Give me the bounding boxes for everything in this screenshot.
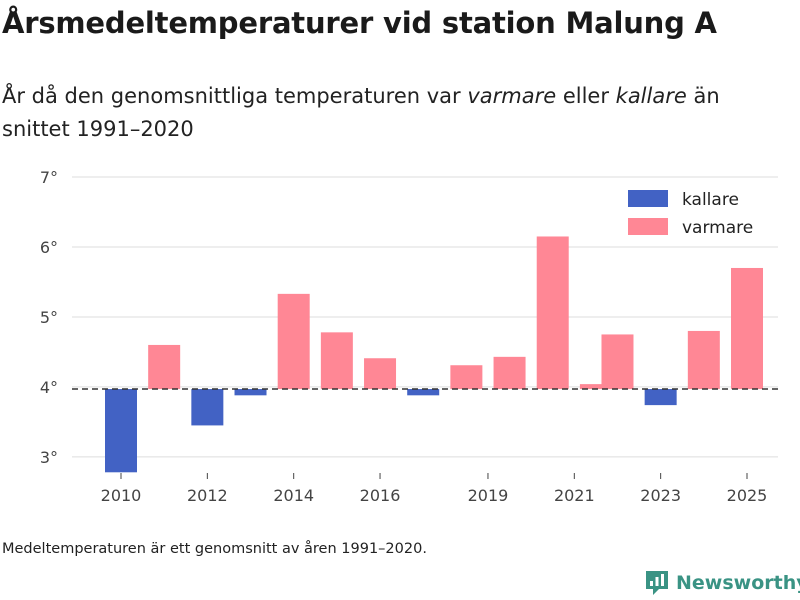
warmer-bar — [493, 356, 526, 390]
legend-swatch-kallare — [628, 190, 668, 207]
warmer-bar — [579, 384, 612, 390]
y-tick-label: 4° — [40, 378, 58, 397]
legend-label-kallare: kallare — [682, 190, 739, 210]
brand-logo: Newsworthy — [644, 569, 800, 597]
brand-name: Newsworthy — [676, 572, 800, 594]
y-tick-label: 5° — [40, 308, 58, 327]
colder-bar — [644, 389, 677, 406]
warmer-bar — [277, 293, 310, 390]
colder-bar — [407, 389, 440, 396]
chart-title: Årsmedeltemperaturer vid station Malung … — [2, 6, 717, 40]
y-tick-label: 3° — [40, 448, 58, 467]
warmer-bar — [536, 236, 569, 390]
colder-bar — [191, 389, 224, 426]
subtitle-text-end: än snittet 1991–2020 — [2, 84, 720, 141]
chart-subtitle: År då den genomsnittliga temperaturen va… — [2, 80, 782, 146]
colder-bar — [234, 389, 267, 396]
subtitle-text-middle: eller — [556, 84, 616, 108]
warmer-bar — [320, 332, 353, 390]
subtitle-text-start: År då den genomsnittliga temperaturen va… — [2, 84, 468, 108]
footnote: Medeltemperaturen är ett genomsnitt av å… — [2, 541, 427, 557]
subtitle-colder-word: kallare — [615, 84, 687, 108]
colder-bar — [105, 389, 137, 473]
x-tick-label: 2014 — [273, 486, 314, 505]
subtitle-warmer-word: varmare — [467, 84, 557, 108]
bar-chart: 3° 4° 5° 6° 7° 2010 2012 2014 2016 2019 2021 2023 20… — [40, 168, 778, 505]
warmer-bar — [148, 344, 181, 390]
x-tick-label: 2023 — [640, 486, 681, 505]
x-tick-label: 2025 — [727, 486, 768, 505]
x-tick-label: 2012 — [187, 486, 228, 505]
x-tick-label: 2019 — [468, 486, 509, 505]
warmer-bar — [364, 358, 397, 390]
newsworthy-logo-icon — [646, 571, 668, 595]
warmer-bar — [450, 365, 483, 390]
y-tick-label: 7° — [40, 168, 58, 187]
warmer-bar — [687, 330, 720, 390]
legend-swatch-varmare — [628, 218, 668, 235]
warmer-bar — [731, 267, 763, 390]
warmer-bar — [601, 334, 634, 390]
x-tick-label: 2021 — [554, 486, 595, 505]
x-tick-label: 2010 — [101, 486, 142, 505]
legend-label-varmare: varmare — [682, 218, 753, 238]
x-tick-label: 2016 — [360, 486, 401, 505]
y-tick-label: 6° — [40, 238, 58, 257]
